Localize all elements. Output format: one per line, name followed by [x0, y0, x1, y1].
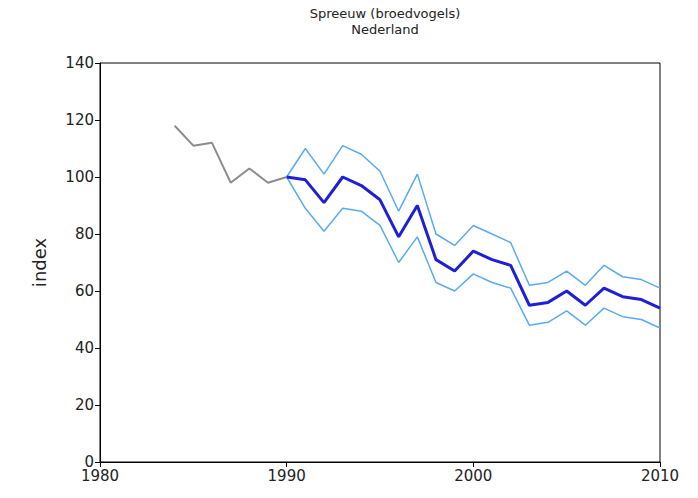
svg-text:100: 100	[65, 168, 94, 186]
svg-text:0: 0	[84, 453, 94, 471]
svg-text:Nederland: Nederland	[351, 22, 418, 37]
svg-text:140: 140	[65, 54, 94, 72]
svg-text:1980: 1980	[81, 467, 119, 485]
svg-text:60: 60	[75, 282, 94, 300]
svg-text:80: 80	[75, 225, 94, 243]
svg-text:2010: 2010	[641, 467, 679, 485]
svg-text:20: 20	[75, 396, 94, 414]
svg-text:2000: 2000	[454, 467, 492, 485]
svg-text:120: 120	[65, 111, 94, 129]
svg-text:index: index	[29, 238, 50, 288]
svg-text:40: 40	[75, 339, 94, 357]
svg-text:1990: 1990	[268, 467, 306, 485]
svg-text:Spreeuw (broedvogels): Spreeuw (broedvogels)	[310, 6, 461, 21]
